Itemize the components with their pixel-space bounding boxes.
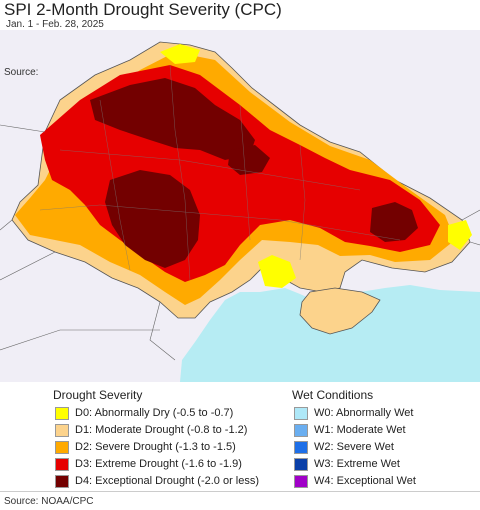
d2-swatch	[55, 441, 69, 454]
legend-item-w2: W2: Severe Wet	[294, 440, 394, 455]
w1-swatch	[294, 424, 308, 437]
legend-item-d0: D0: Abnormally Dry (-0.5 to -0.7)	[55, 406, 233, 421]
source-credit: Source: NOAA/CPC	[4, 496, 94, 507]
w1-label: W1: Moderate Wet	[314, 424, 406, 436]
country-borders	[0, 124, 480, 361]
source-label-top: Source:	[4, 67, 39, 78]
d0-label: D0: Abnormally Dry (-0.5 to -0.7)	[75, 407, 234, 419]
exceptional-drought-north	[90, 78, 255, 160]
legend-item-d4: D4: Exceptional Drought (-2.0 or less)	[55, 474, 259, 489]
legend-item-d1: D1: Moderate Drought (-0.8 to -1.2)	[55, 423, 247, 438]
exceptional-drought-northeast	[228, 145, 270, 175]
legend-item-d3: D3: Extreme Drought (-1.6 to -1.9)	[55, 457, 242, 472]
d1-swatch	[55, 424, 69, 437]
drought-map	[0, 30, 480, 382]
exceptional-drought-central	[105, 170, 200, 268]
footer-divider	[0, 491, 480, 492]
w0-label: W0: Abnormally Wet	[314, 407, 414, 419]
legend-item-w4: W4: Exceptional Wet	[294, 474, 416, 489]
wet-legend-heading: Wet Conditions	[292, 388, 374, 402]
d0-swatch	[55, 407, 69, 420]
legend-item-d2: D2: Severe Drought (-1.3 to -1.5)	[55, 440, 236, 455]
date-range: Jan. 1 - Feb. 28, 2025	[6, 19, 104, 30]
d3-swatch	[55, 458, 69, 471]
d1-label: D1: Moderate Drought (-0.8 to -1.2)	[75, 424, 248, 436]
d3-label: D3: Extreme Drought (-1.6 to -1.9)	[75, 458, 242, 470]
exceptional-drought-east	[370, 202, 418, 242]
w3-swatch	[294, 458, 308, 471]
legend: Drought Severity Wet Conditions D0: Abno…	[0, 383, 480, 493]
w4-swatch	[294, 475, 308, 488]
abnormally-dry-east	[448, 220, 472, 250]
legend-item-w0: W0: Abnormally Wet	[294, 406, 413, 421]
abnormally-dry-north	[160, 44, 200, 64]
crimea	[299, 287, 381, 335]
drought-legend-heading: Drought Severity	[53, 388, 143, 402]
w2-swatch	[294, 441, 308, 454]
abnormally-dry-south	[258, 255, 296, 288]
map-title: SPI 2-Month Drought Severity (CPC)	[4, 0, 282, 19]
w4-label: W4: Exceptional Wet	[314, 475, 416, 487]
legend-item-w3: W3: Extreme Wet	[294, 457, 400, 472]
d4-label: D4: Exceptional Drought (-2.0 or less)	[75, 475, 260, 487]
w0-swatch	[294, 407, 308, 420]
w2-label: W2: Severe Wet	[314, 441, 394, 453]
d4-swatch	[55, 475, 69, 488]
w3-label: W3: Extreme Wet	[314, 458, 400, 470]
legend-item-w1: W1: Moderate Wet	[294, 423, 406, 438]
region-borders	[39, 64, 401, 281]
d2-label: D2: Severe Drought (-1.3 to -1.5)	[75, 441, 236, 453]
